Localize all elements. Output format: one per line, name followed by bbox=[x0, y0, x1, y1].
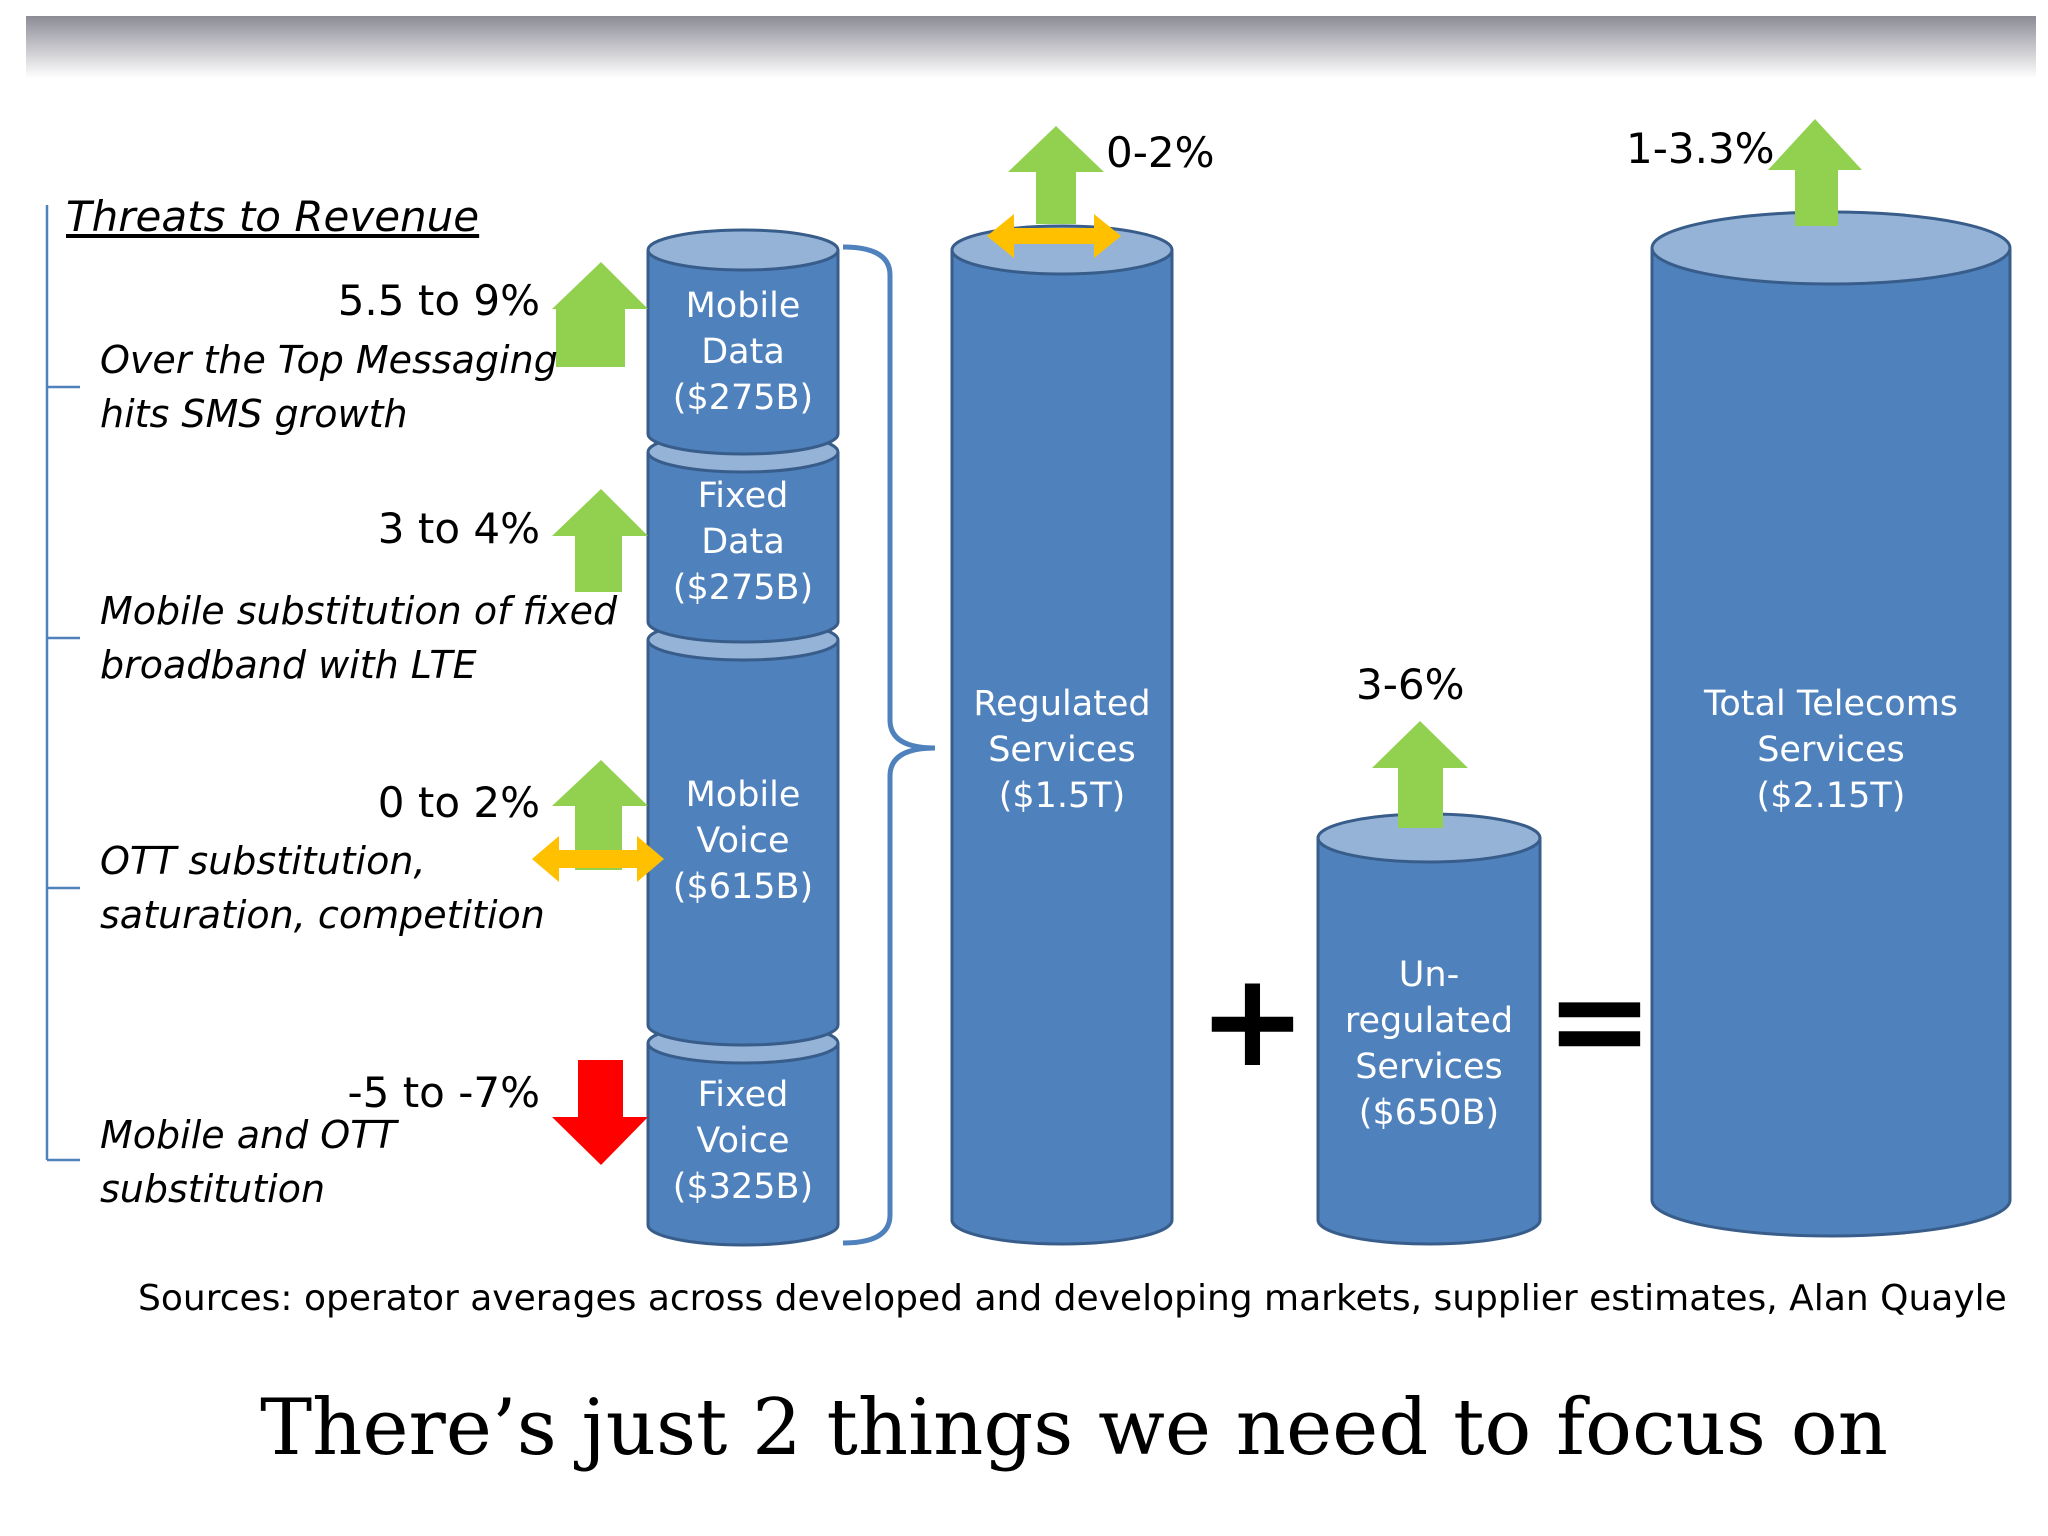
sources-note: Sources: operator averages across develo… bbox=[138, 1278, 2007, 1319]
segment-cylinder-mobile-data bbox=[646, 228, 840, 456]
threat-mobile-data: Over the Top Messaging hits SMS growth bbox=[100, 338, 558, 436]
plus-operator: + bbox=[1198, 944, 1307, 1096]
arrow-flat-mobile-voice bbox=[532, 836, 664, 882]
growth-mobile-data: 5.5 to 9% bbox=[337, 276, 540, 325]
growth-fixed-data: 3 to 4% bbox=[377, 504, 540, 553]
growth-total: 1-3.3% bbox=[1626, 124, 1775, 173]
arrow-down-fixed-voice bbox=[552, 1060, 648, 1165]
growth-mobile-voice: 0 to 2% bbox=[377, 778, 540, 827]
stack-brace bbox=[842, 244, 936, 1246]
total-cylinder bbox=[1650, 210, 2012, 1238]
threats-heading: Threats to Revenue bbox=[66, 192, 480, 241]
segment-stack bbox=[646, 228, 840, 1247]
threat-fixed-voice: Mobile and OTT substitution bbox=[100, 1113, 397, 1211]
arrow-flat-regulated bbox=[987, 214, 1121, 258]
arrow-up-mobile-data bbox=[552, 262, 648, 367]
equals-operator: = bbox=[1545, 944, 1654, 1096]
label-fixed-data: Fixed Data ($275B) bbox=[672, 476, 814, 608]
slide-caption: There’s just 2 things we need to focus o… bbox=[260, 1383, 1888, 1473]
label-unregulated: Un-regulated Services ($650B) bbox=[1344, 955, 1514, 1133]
label-total: Total Telecoms Services ($2.15T) bbox=[1703, 684, 1959, 816]
arrow-up-unregulated bbox=[1372, 721, 1468, 828]
label-mobile-data: Mobile Data ($275B) bbox=[672, 286, 814, 418]
arrow-up-regulated bbox=[1008, 126, 1104, 224]
label-mobile-voice: Mobile Voice ($615B) bbox=[672, 775, 814, 907]
arrow-up-mobile-voice bbox=[552, 760, 648, 870]
growth-regulated: 0-2% bbox=[1106, 128, 1215, 177]
label-fixed-voice: Fixed Voice ($325B) bbox=[672, 1075, 814, 1207]
threats-bracket bbox=[45, 205, 80, 1162]
label-regulated: Regulated Services ($1.5T) bbox=[973, 684, 1151, 816]
header-band bbox=[26, 16, 2036, 78]
unregulated-cylinder bbox=[1316, 812, 1542, 1246]
growth-unregulated: 3-6% bbox=[1356, 660, 1465, 709]
arrow-up-total bbox=[1768, 119, 1862, 226]
threat-fixed-data: Mobile substitution of fixed broadband w… bbox=[100, 589, 618, 687]
growth-fixed-voice: -5 to -7% bbox=[347, 1068, 540, 1117]
arrow-up-fixed-data bbox=[552, 489, 648, 592]
threat-mobile-voice: OTT substitution, saturation, competitio… bbox=[100, 839, 545, 937]
